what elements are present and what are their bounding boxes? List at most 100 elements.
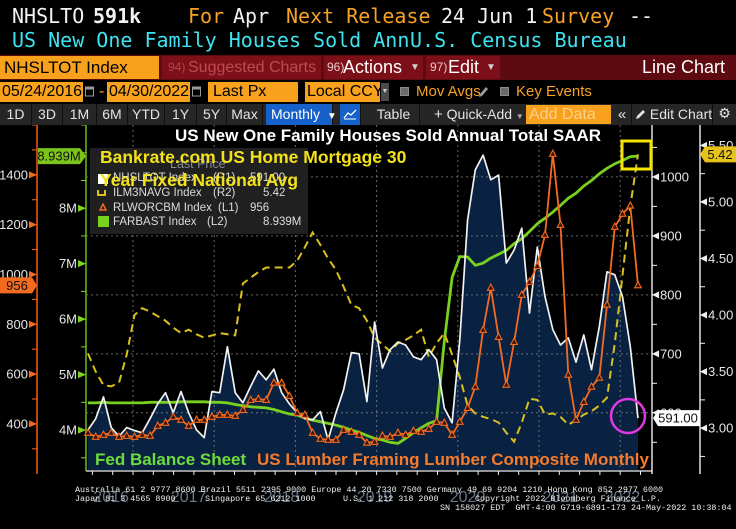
l1-tick-pointer	[29, 370, 37, 378]
calendar-icon[interactable]	[85, 84, 94, 99]
x-tick-label: 2020	[450, 489, 486, 506]
nhsltot-last-tag-bg	[653, 410, 700, 427]
suggested-charts-button[interactable]: 94) Suggested Charts	[162, 56, 321, 79]
rlworcbm-marker	[83, 427, 93, 436]
edit-chart-button[interactable]: Edit Chart	[632, 104, 713, 125]
gear-icon[interactable]: ⚙	[718, 106, 731, 122]
currency-value: Local CCY	[307, 83, 384, 100]
rlworcbm-marker	[347, 426, 356, 435]
rlworcbm-marker	[587, 381, 596, 390]
rlworcbm-marker	[494, 332, 503, 340]
rlworcbm-marker	[254, 394, 263, 402]
footer-contact-singapore: Singapore 65 6212 1000	[205, 494, 316, 504]
r2-tick-label: 4.50	[708, 251, 733, 266]
price-field-select[interactable]: Last Px	[208, 82, 298, 102]
rlworcbm-marker	[230, 410, 240, 419]
periodicity-value: Monthly	[271, 106, 321, 122]
l1-tick-pointer	[29, 420, 37, 428]
rlworcbm-marker	[316, 433, 325, 442]
l2-tick-pointer	[78, 426, 86, 434]
range-1m[interactable]: 1M	[63, 104, 97, 125]
r2-tick-label: 5.00	[708, 194, 733, 209]
rlworcbm-marker	[199, 414, 209, 423]
pencil-icon[interactable]	[477, 85, 489, 99]
l1-tick-label: 800	[6, 317, 28, 332]
legend-swatch-rlworcbm	[99, 203, 107, 211]
calendar-icon[interactable]	[192, 84, 201, 99]
line-chart-icon	[343, 109, 357, 120]
rlworcbm-marker	[626, 200, 635, 209]
rlworcbm-marker	[370, 436, 379, 445]
add-data-input[interactable]: Add Data	[526, 105, 611, 124]
mov-avgs-checkbox[interactable]	[400, 87, 409, 96]
range-6m[interactable]: 6M	[97, 104, 128, 125]
farbast-last-tag-bg	[38, 148, 86, 165]
range-ytd[interactable]: YTD	[128, 104, 165, 125]
rlworcbm-marker	[269, 377, 279, 386]
ilm3navg-line	[87, 154, 639, 444]
rlworcbm-marker	[261, 395, 271, 403]
rlworcbm-marker	[385, 431, 395, 440]
edit-menu-button[interactable]: 97) Edit ▼	[426, 56, 500, 79]
rlworcbm-marker	[502, 379, 511, 388]
currency-select[interactable]: Local CCY	[305, 82, 384, 102]
security-field[interactable]: NHSLTOT Index	[0, 56, 159, 79]
edit-chart-label: Edit Chart	[649, 106, 713, 122]
next-release-value: 24 Jun 1	[441, 4, 538, 28]
l1-tick-label: 1400	[0, 167, 28, 182]
chart-title: US New One Family Houses Sold Annual Tot…	[175, 126, 602, 145]
chart-style-button[interactable]	[340, 104, 361, 125]
range-5y[interactable]: 5Y	[197, 104, 227, 125]
legend-axis: (L2)	[207, 216, 228, 228]
data-source: U.S. Census Bureau	[410, 28, 627, 52]
fed-annotation: Fed Balance Sheet	[95, 450, 247, 469]
quick-add-button[interactable]: + Quick-Add ▼	[425, 104, 524, 125]
for-label: For	[188, 4, 225, 28]
legend-name: FARBAST Index	[113, 216, 197, 228]
rlworcbm-marker	[122, 430, 131, 439]
end-date-value: 04/30/2022	[109, 83, 190, 100]
rlworcbm-marker	[602, 299, 612, 308]
key-events-checkbox[interactable]	[500, 87, 509, 96]
legend-header: Last Price	[170, 157, 226, 171]
rlworcbm-last-tag: 956	[6, 278, 28, 293]
rlworcbm-marker	[564, 369, 573, 378]
end-date-input[interactable]: 04/30/2022	[107, 82, 190, 102]
ticker: NHSLTO	[12, 4, 85, 28]
r1-tick-pointer	[652, 173, 659, 181]
l2-tick-label: 6M	[59, 312, 77, 327]
rlworcbm-marker	[91, 431, 100, 440]
rlworcbm-marker	[246, 395, 255, 403]
rlworcbm-marker	[362, 437, 372, 446]
range-1d[interactable]: 1D	[0, 104, 32, 125]
legend-name: ILM3NAVG Index	[113, 187, 202, 199]
range-max[interactable]: Max	[227, 104, 263, 125]
l2-tick-label: 5M	[59, 367, 77, 382]
mov-avgs-label: Mov Avgs	[416, 83, 481, 100]
rlworcbm-marker	[618, 208, 627, 217]
rlworcbm-marker	[533, 261, 542, 269]
rlworcbm-marker	[432, 416, 441, 425]
rlworcbm-marker	[106, 427, 116, 436]
rlworcbm-marker	[409, 425, 418, 434]
r2-tick-pointer	[700, 424, 707, 432]
rlworcbm-marker	[168, 411, 178, 420]
l2-tick-label: 4M	[59, 423, 77, 438]
rlworcbm-marker	[610, 221, 620, 230]
rlworcbm-marker	[401, 429, 410, 438]
legend-swatch-nhsltot	[98, 174, 108, 184]
l1-tick-label: 600	[6, 367, 28, 382]
table-button[interactable]: Table	[368, 104, 420, 125]
ilm3navg-last-tag-bg	[700, 146, 736, 163]
range-3d[interactable]: 3D	[32, 104, 63, 125]
rlworcbm-marker	[331, 434, 341, 443]
edit-number: 97)	[430, 60, 448, 74]
start-date-input[interactable]: 05/24/2016	[0, 82, 83, 102]
range-1y[interactable]: 1Y	[165, 104, 197, 125]
currency-dropdown-icon[interactable]: ▼	[381, 83, 389, 101]
collapse-icon[interactable]: «	[613, 104, 632, 125]
l2-tick-pointer	[78, 204, 86, 212]
actions-menu-button[interactable]: 96) Actions ▼	[324, 56, 423, 79]
legend-value: 5.42	[263, 187, 286, 199]
periodicity-select[interactable]: Monthly ▼	[266, 104, 337, 125]
